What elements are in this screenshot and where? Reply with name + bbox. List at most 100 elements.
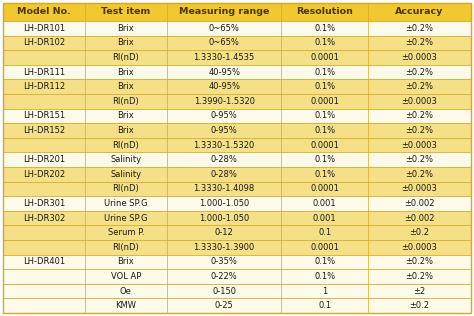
Text: Brix: Brix — [118, 24, 134, 33]
Text: 1.3330-1.4535: 1.3330-1.4535 — [193, 53, 255, 62]
Text: 1.000-1.050: 1.000-1.050 — [199, 199, 249, 208]
Text: 0.1: 0.1 — [318, 228, 331, 237]
Text: 0.0001: 0.0001 — [310, 243, 339, 252]
Text: 0.1: 0.1 — [318, 301, 331, 310]
Bar — [3, 65, 471, 79]
Text: 0.001: 0.001 — [313, 214, 337, 222]
Text: ±0.002: ±0.002 — [404, 199, 435, 208]
Bar — [3, 167, 471, 182]
Text: 1.3990-1.5320: 1.3990-1.5320 — [194, 97, 255, 106]
Text: Accuracy: Accuracy — [395, 8, 444, 16]
Text: RI(nD): RI(nD) — [112, 53, 139, 62]
Text: VOL AP: VOL AP — [110, 272, 141, 281]
Text: 0.1%: 0.1% — [314, 258, 335, 266]
Bar — [3, 94, 471, 109]
Bar — [3, 123, 471, 138]
Text: 0-95%: 0-95% — [211, 112, 237, 120]
Text: Urine SP.G: Urine SP.G — [104, 214, 147, 222]
Text: LH-DR201: LH-DR201 — [23, 155, 65, 164]
Text: LH-DR401: LH-DR401 — [23, 258, 65, 266]
Bar — [3, 36, 471, 50]
Text: 0.1%: 0.1% — [314, 126, 335, 135]
Text: ±0.2: ±0.2 — [410, 228, 429, 237]
Text: 0-12: 0-12 — [215, 228, 234, 237]
Text: 0.1%: 0.1% — [314, 24, 335, 33]
Bar — [3, 79, 471, 94]
Text: Measuring range: Measuring range — [179, 8, 269, 16]
Text: RI(nD): RI(nD) — [112, 185, 139, 193]
Text: KMW: KMW — [115, 301, 137, 310]
Bar — [3, 21, 471, 36]
Text: ±0.0003: ±0.0003 — [401, 97, 438, 106]
Text: ±0.2%: ±0.2% — [406, 155, 434, 164]
Bar — [3, 196, 471, 211]
Bar — [3, 109, 471, 123]
Text: 0-95%: 0-95% — [211, 126, 237, 135]
Text: Serum P.: Serum P. — [108, 228, 144, 237]
Text: ±0.2%: ±0.2% — [406, 24, 434, 33]
Text: LH-DR151: LH-DR151 — [23, 112, 65, 120]
Text: 0~65%: 0~65% — [209, 24, 239, 33]
Text: ±0.0003: ±0.0003 — [401, 53, 438, 62]
Bar — [3, 182, 471, 196]
Text: Brix: Brix — [118, 82, 134, 91]
Text: 0-35%: 0-35% — [210, 258, 237, 266]
Text: 0-22%: 0-22% — [211, 272, 237, 281]
Text: ±0.002: ±0.002 — [404, 214, 435, 222]
Text: Urine SP.G: Urine SP.G — [104, 199, 147, 208]
Text: 1.3330-1.4098: 1.3330-1.4098 — [193, 185, 255, 193]
Text: LH-DR102: LH-DR102 — [23, 39, 65, 47]
Bar — [3, 240, 471, 255]
Text: 0.001: 0.001 — [313, 199, 337, 208]
Text: 0.1%: 0.1% — [314, 155, 335, 164]
Text: ±0.2%: ±0.2% — [406, 112, 434, 120]
Text: Brix: Brix — [118, 68, 134, 76]
Bar — [3, 211, 471, 225]
Text: ±0.2%: ±0.2% — [406, 170, 434, 179]
Text: 0.1%: 0.1% — [314, 272, 335, 281]
Text: LH-DR112: LH-DR112 — [23, 82, 65, 91]
Text: ±0.2: ±0.2 — [410, 301, 429, 310]
Text: ±0.2%: ±0.2% — [406, 39, 434, 47]
Text: 40-95%: 40-95% — [208, 82, 240, 91]
Text: 1.3330-1.3900: 1.3330-1.3900 — [193, 243, 255, 252]
Text: 1: 1 — [322, 287, 328, 295]
Text: LH-DR101: LH-DR101 — [23, 24, 65, 33]
Text: 0.1%: 0.1% — [314, 112, 335, 120]
Text: Resolution: Resolution — [296, 8, 353, 16]
Text: Model No.: Model No. — [17, 8, 71, 16]
Text: ±0.2%: ±0.2% — [406, 272, 434, 281]
Text: ±0.0003: ±0.0003 — [401, 243, 438, 252]
Text: Brix: Brix — [118, 258, 134, 266]
Bar — [3, 138, 471, 152]
Bar — [3, 269, 471, 284]
Text: 0-150: 0-150 — [212, 287, 236, 295]
Bar — [3, 255, 471, 269]
Text: LH-DR301: LH-DR301 — [23, 199, 65, 208]
Text: ±0.0003: ±0.0003 — [401, 185, 438, 193]
Text: LH-DR152: LH-DR152 — [23, 126, 65, 135]
Text: Oe: Oe — [120, 287, 132, 295]
Text: 0-28%: 0-28% — [210, 170, 237, 179]
Text: RI(nD): RI(nD) — [112, 141, 139, 149]
Text: 0.1%: 0.1% — [314, 39, 335, 47]
Text: 0-28%: 0-28% — [210, 155, 237, 164]
Text: 0.0001: 0.0001 — [310, 141, 339, 149]
Text: 0.0001: 0.0001 — [310, 97, 339, 106]
Text: Salinity: Salinity — [110, 155, 141, 164]
Text: 0.0001: 0.0001 — [310, 185, 339, 193]
Text: RI(nD): RI(nD) — [112, 243, 139, 252]
Text: ±0.2%: ±0.2% — [406, 258, 434, 266]
Bar — [3, 50, 471, 65]
Text: ±0.2%: ±0.2% — [406, 82, 434, 91]
Text: LH-DR202: LH-DR202 — [23, 170, 65, 179]
Text: Brix: Brix — [118, 39, 134, 47]
Text: 40-95%: 40-95% — [208, 68, 240, 76]
Text: LH-DR111: LH-DR111 — [23, 68, 65, 76]
Bar — [3, 225, 471, 240]
Text: 1.000-1.050: 1.000-1.050 — [199, 214, 249, 222]
Text: Brix: Brix — [118, 112, 134, 120]
Text: Test item: Test item — [101, 8, 150, 16]
Text: 0.1%: 0.1% — [314, 82, 335, 91]
Bar — [3, 284, 471, 298]
